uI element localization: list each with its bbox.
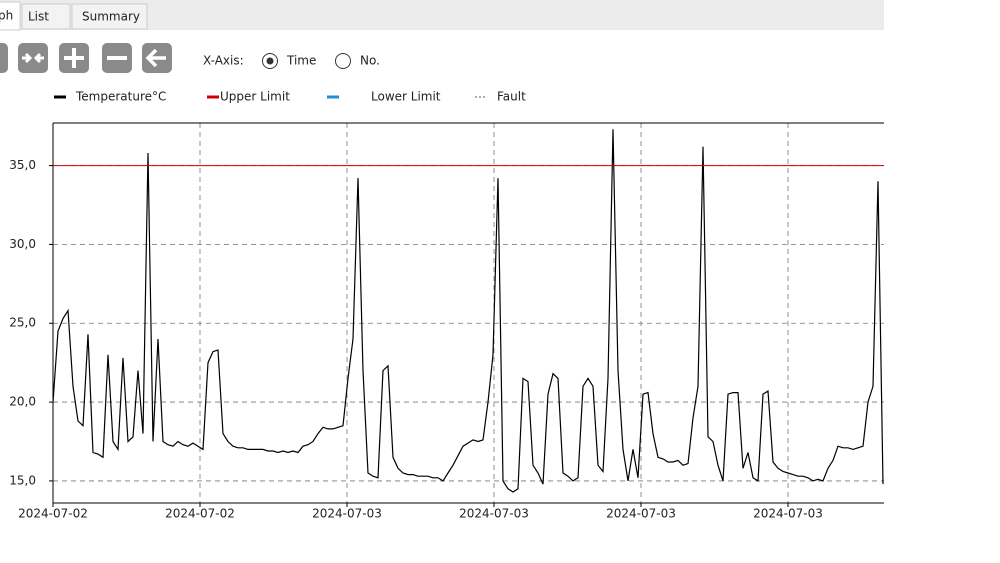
x-tick-label: 2024-07-03: [312, 507, 382, 521]
radio-dot: [266, 57, 274, 65]
x-tick-label: 2024-07-02: [18, 507, 88, 521]
y-tick-label: 15,0: [9, 473, 36, 487]
legend-label: Upper Limit: [220, 90, 290, 104]
toolbar: [0, 43, 172, 73]
data-line: [52, 129, 884, 493]
y-tick-label: 35,0: [9, 158, 36, 172]
tab-label[interactable]: Summary: [82, 10, 140, 24]
tab[interactable]: [21, 3, 71, 30]
radio[interactable]: [335, 53, 351, 69]
button[interactable]: [0, 43, 8, 73]
icon: [145, 48, 166, 68]
x-tick-label: 2024-07-03: [459, 507, 529, 521]
icon: [22, 52, 44, 64]
tab[interactable]: [71, 3, 148, 30]
tab[interactable]: [0, 1, 21, 31]
icon: [64, 48, 84, 68]
radio-label[interactable]: No.: [360, 54, 380, 68]
button[interactable]: [18, 43, 48, 73]
x-tick-label: 2024-07-03: [606, 507, 676, 521]
legend-label: Fault: [497, 90, 526, 104]
tab-label[interactable]: ph: [0, 9, 13, 23]
chart: 15,0 20,0 25,0 30,0 35,0 2024-07-02 2024-07-02…: [9, 90, 884, 521]
radio-label[interactable]: Time: [286, 54, 316, 68]
y-tick-label: 25,0: [9, 316, 36, 330]
x-axis-label: X-Axis:: [203, 54, 244, 68]
y-tick-label: 20,0: [9, 395, 36, 409]
x-tick-label: 2024-07-03: [753, 507, 823, 521]
y-tick-label: 30,0: [9, 237, 36, 251]
legend-label: Lower Limit: [371, 90, 441, 104]
legend-label: Temperature°C: [75, 90, 166, 104]
x-tick-label: 2024-07-02: [165, 507, 235, 521]
tab-label[interactable]: List: [28, 10, 49, 24]
